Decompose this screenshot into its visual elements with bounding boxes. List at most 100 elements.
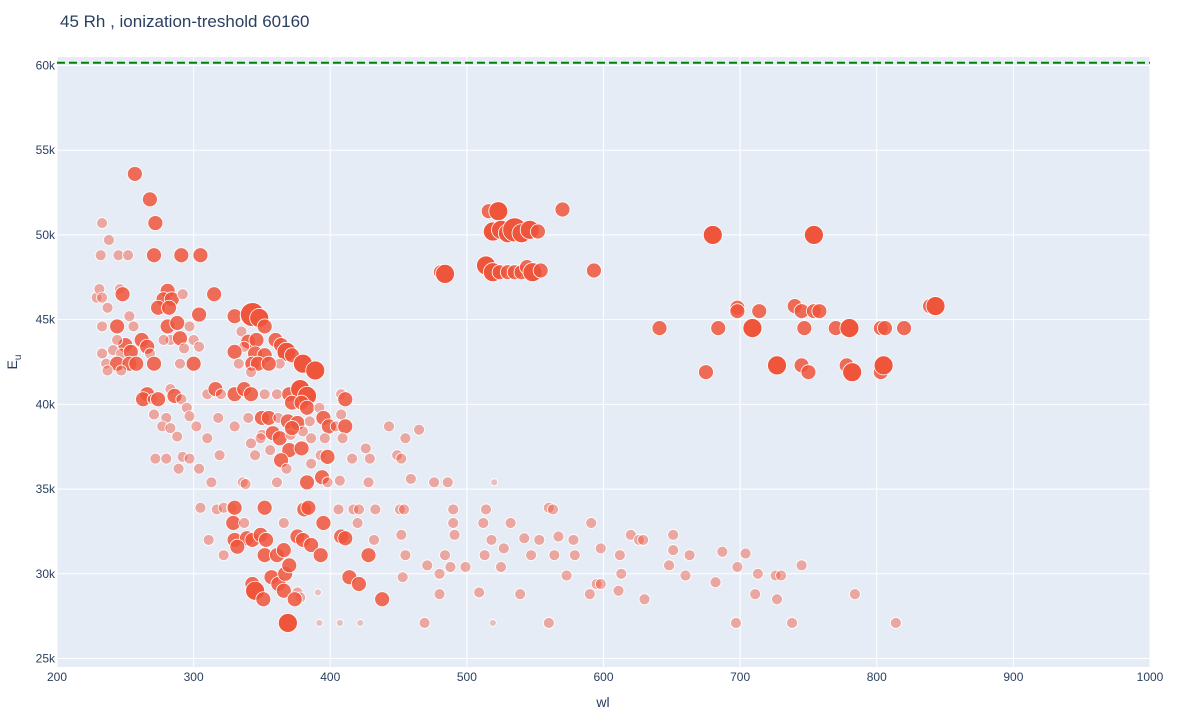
data-point[interactable] <box>480 503 492 516</box>
data-point[interactable] <box>284 420 300 436</box>
data-point[interactable] <box>305 432 318 445</box>
data-point[interactable] <box>217 549 230 562</box>
data-point[interactable] <box>226 499 243 516</box>
data-point[interactable] <box>142 191 158 208</box>
data-point[interactable] <box>256 318 273 335</box>
data-point[interactable] <box>751 303 768 320</box>
data-point[interactable] <box>333 474 346 487</box>
data-point[interactable] <box>281 557 298 574</box>
data-point[interactable] <box>399 549 412 562</box>
data-point[interactable] <box>127 320 140 333</box>
data-point[interactable] <box>205 476 218 489</box>
data-point[interactable] <box>444 561 457 573</box>
data-point[interactable] <box>286 591 303 608</box>
data-point[interactable] <box>193 340 205 353</box>
data-point[interactable] <box>213 449 226 462</box>
data-point[interactable] <box>314 588 322 597</box>
data-point[interactable] <box>360 547 377 564</box>
data-point[interactable] <box>332 503 345 516</box>
data-point[interactable] <box>404 473 417 485</box>
data-point[interactable] <box>795 559 808 572</box>
data-point[interactable] <box>396 571 409 584</box>
data-point[interactable] <box>103 234 115 246</box>
data-point[interactable] <box>128 355 145 372</box>
data-point[interactable] <box>667 528 680 541</box>
data-point[interactable] <box>667 544 680 556</box>
data-point[interactable] <box>255 591 272 608</box>
data-point[interactable] <box>398 503 410 516</box>
data-point[interactable] <box>111 334 124 346</box>
data-point[interactable] <box>637 534 650 546</box>
data-point[interactable] <box>191 306 207 323</box>
data-point[interactable] <box>925 296 946 316</box>
data-point[interactable] <box>258 532 274 548</box>
data-point[interactable] <box>796 320 813 337</box>
data-point[interactable] <box>101 364 114 377</box>
data-point[interactable] <box>235 325 248 338</box>
data-point[interactable] <box>96 217 108 229</box>
data-point[interactable] <box>299 399 315 416</box>
data-point[interactable] <box>299 474 315 491</box>
data-point[interactable] <box>786 617 798 629</box>
data-point[interactable] <box>346 452 359 465</box>
data-point[interactable] <box>245 437 257 450</box>
data-point[interactable] <box>249 449 262 462</box>
data-point[interactable] <box>439 549 451 562</box>
data-point[interactable] <box>896 320 912 337</box>
data-point[interactable] <box>275 542 292 558</box>
data-point[interactable] <box>271 476 283 489</box>
data-point[interactable] <box>305 457 318 470</box>
data-point[interactable] <box>353 503 365 516</box>
data-point[interactable] <box>418 617 431 629</box>
data-point[interactable] <box>848 588 861 601</box>
data-point[interactable] <box>447 503 460 516</box>
data-point[interactable] <box>258 388 271 401</box>
data-point[interactable] <box>749 588 762 601</box>
data-point[interactable] <box>530 223 546 240</box>
data-point[interactable] <box>698 364 714 381</box>
data-point[interactable] <box>229 538 246 555</box>
data-point[interactable] <box>873 355 894 376</box>
data-point[interactable] <box>101 301 114 314</box>
data-point[interactable] <box>96 320 108 333</box>
data-point[interactable] <box>368 534 380 546</box>
data-point[interactable] <box>839 318 860 339</box>
data-point[interactable] <box>709 576 722 589</box>
data-point[interactable] <box>303 537 320 553</box>
data-point[interactable] <box>260 410 277 426</box>
data-point[interactable] <box>448 528 461 541</box>
data-point[interactable] <box>683 549 696 562</box>
data-point[interactable] <box>271 430 288 447</box>
data-point[interactable] <box>96 347 108 360</box>
data-point[interactable] <box>421 559 434 572</box>
data-point[interactable] <box>305 360 326 381</box>
data-point[interactable] <box>164 422 177 434</box>
data-point[interactable] <box>638 593 651 606</box>
data-point[interactable] <box>114 286 131 303</box>
data-point[interactable] <box>202 534 215 546</box>
data-point[interactable] <box>146 247 162 264</box>
data-point[interactable] <box>441 476 454 489</box>
data-point[interactable] <box>109 318 126 335</box>
data-point[interactable] <box>729 303 746 320</box>
data-point[interactable] <box>277 613 298 633</box>
data-point[interactable] <box>363 452 376 465</box>
data-point[interactable] <box>383 420 395 433</box>
data-point[interactable] <box>394 503 406 516</box>
data-point[interactable] <box>166 387 183 404</box>
data-point[interactable] <box>663 559 675 572</box>
data-point[interactable] <box>275 582 292 599</box>
data-point[interactable] <box>210 503 223 516</box>
data-point[interactable] <box>428 476 440 489</box>
data-point[interactable] <box>193 462 205 475</box>
data-point[interactable] <box>228 420 241 433</box>
data-point[interactable] <box>547 503 559 516</box>
data-point[interactable] <box>716 545 729 558</box>
data-point[interactable] <box>176 288 189 301</box>
data-point[interactable] <box>300 499 317 516</box>
data-point[interactable] <box>248 332 265 348</box>
data-point[interactable] <box>775 569 788 582</box>
data-point[interactable] <box>315 619 324 627</box>
data-point[interactable] <box>552 530 565 543</box>
data-point[interactable] <box>877 320 893 337</box>
